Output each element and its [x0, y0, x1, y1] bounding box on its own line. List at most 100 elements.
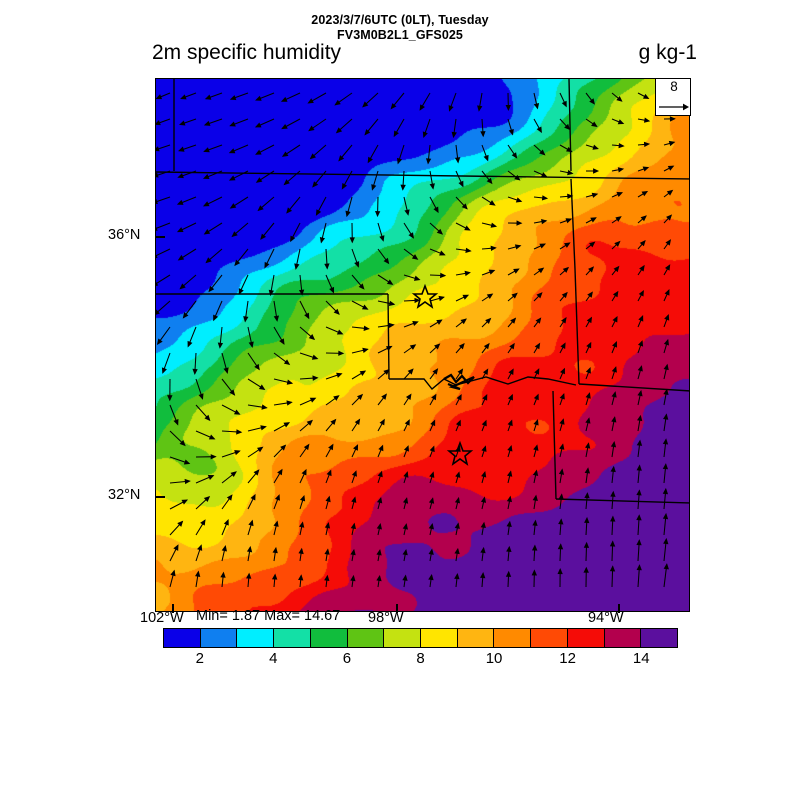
wind-vector-head	[642, 93, 650, 100]
wind-vector-head	[379, 418, 385, 426]
wind-vector-head	[454, 547, 460, 555]
tick-lon-98	[396, 604, 398, 613]
wind-vector-head	[280, 96, 288, 102]
wind-vector-head	[585, 417, 591, 424]
wind-vector-head	[664, 264, 671, 271]
wind-vector-head	[486, 293, 494, 299]
wind-vector-head	[156, 198, 158, 204]
wind-vector-head	[257, 446, 264, 453]
wind-vector-head	[388, 300, 396, 306]
wind-vector-head	[229, 389, 236, 396]
wind-vector-head	[279, 338, 285, 345]
wind-vector-head	[208, 285, 215, 293]
wind-vector-head	[615, 216, 622, 222]
wind-vector-head	[481, 445, 487, 452]
wind-vector-head	[480, 131, 486, 138]
wind-vector-head	[564, 242, 571, 248]
wind-vector-head	[540, 172, 548, 178]
wind-vector-head	[308, 125, 315, 132]
wind-vector-head	[584, 467, 591, 474]
wind-vector-head	[589, 241, 596, 248]
wind-vector-head	[350, 522, 356, 530]
colorbar-segment-1	[164, 629, 201, 647]
wind-vector-head	[356, 393, 364, 401]
wind-vector-head	[173, 544, 179, 551]
wind-vector-head	[404, 419, 410, 426]
units-label: g kg-1	[638, 41, 697, 64]
wind-vector-head	[325, 495, 331, 503]
wind-vector-head	[506, 520, 512, 528]
wind-vector-head	[383, 257, 390, 265]
wind-vector-head	[181, 499, 189, 505]
wind-vector-head	[455, 419, 461, 427]
wind-vector-head	[668, 140, 676, 147]
wind-vector-head	[567, 193, 574, 200]
wind-vector-head	[458, 180, 464, 188]
wind-vector-head	[304, 312, 310, 320]
wind-vector-head	[454, 157, 461, 164]
wind-vector-head	[197, 544, 203, 551]
wind-vector-head	[351, 496, 357, 503]
wind-vector-head	[663, 563, 669, 570]
wind-vector-head	[404, 209, 410, 216]
map-plot-area[interactable]	[155, 78, 690, 612]
wind-vector-head	[402, 523, 408, 530]
wind-vector-head	[612, 315, 618, 323]
wind-vector-head	[334, 99, 341, 106]
wind-vector-head	[362, 101, 369, 108]
wind-vector-head	[591, 121, 598, 128]
wind-vector-head	[662, 463, 669, 470]
wind-vector-head	[664, 289, 670, 296]
wind-vector-head	[425, 158, 432, 165]
wind-vector-head	[184, 478, 191, 485]
wind-vector-head	[508, 128, 514, 136]
wind-vector-head	[614, 240, 621, 247]
wind-vector-head	[178, 120, 186, 126]
wind-vector-head	[609, 540, 616, 547]
colorbar-tick-labels: 2 4 6 8 10 12 14	[163, 650, 678, 668]
wind-vector-head	[429, 471, 435, 478]
wind-vector-head	[541, 195, 549, 201]
wind-vector-head	[156, 94, 163, 100]
wind-vector-head	[283, 179, 290, 186]
wind-vector-head	[328, 443, 334, 451]
wind-vector-head	[669, 116, 676, 122]
wind-vector-head	[286, 379, 294, 385]
wind-vector-head	[330, 418, 337, 426]
wind-vector-head	[255, 95, 262, 101]
wind-vector-head	[422, 131, 428, 139]
wind-vector-head	[390, 103, 397, 110]
wind-vector-head	[436, 228, 444, 235]
wind-vector-head	[203, 495, 211, 502]
humidity-field-raster	[156, 79, 689, 611]
wind-vector-head	[509, 342, 515, 350]
wind-vector	[156, 222, 171, 229]
wind-vector-head	[558, 493, 564, 500]
wind-vector-head	[388, 322, 395, 329]
wind-vector-head	[156, 120, 161, 126]
wind-vector-head	[533, 418, 539, 426]
wind-vector-head	[362, 347, 369, 354]
wind-vector-head	[511, 292, 518, 299]
wind-vector-head	[407, 368, 414, 375]
wind-vector-head	[591, 192, 599, 198]
wind-vector-head	[483, 342, 490, 350]
wind-vector-head	[531, 569, 537, 576]
colorbar[interactable]	[163, 628, 678, 648]
wind-vector-head	[664, 313, 670, 321]
wind-vector-head	[636, 464, 642, 471]
colorbar-tick-14: 14	[632, 650, 650, 667]
wind-vector	[156, 196, 171, 203]
wind-vector-head	[589, 98, 595, 105]
wind-vector-head	[432, 368, 439, 375]
state-borders	[156, 79, 689, 504]
wind-vector-head	[482, 368, 489, 375]
wind-vector-head	[566, 146, 573, 153]
wind-vector-head	[202, 174, 210, 180]
wind-vector-head	[264, 261, 270, 269]
wind-vector-head	[359, 370, 367, 376]
wind-vector-head	[507, 419, 513, 427]
wind-vector-head	[505, 570, 512, 577]
wind-vector-head	[299, 521, 305, 528]
wind-vector-head	[557, 567, 563, 575]
